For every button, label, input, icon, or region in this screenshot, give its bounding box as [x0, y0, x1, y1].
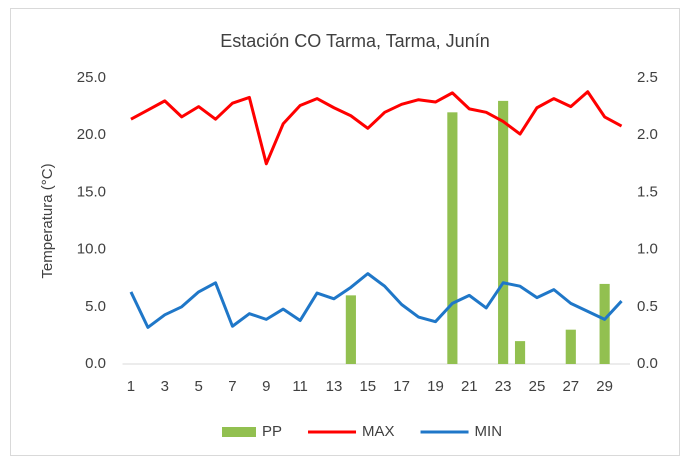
x-tick-label: 25	[529, 378, 546, 395]
line	[129, 272, 623, 329]
x-tick-label: 15	[359, 378, 376, 395]
legend-label: MAX	[362, 423, 395, 440]
chart-title: Estación CO Tarma, Tarma, Junín	[220, 31, 489, 51]
y-axis-label: Temperatura (°C)	[39, 163, 56, 278]
y2-tick-label: 1.5	[637, 183, 658, 200]
y2-tick-label: 1.0	[637, 241, 658, 258]
y-tick-label: 25.0	[77, 69, 106, 86]
x-tick-label: 9	[262, 378, 270, 395]
x-tick-label: 27	[562, 378, 579, 395]
x-tick-label: 17	[393, 378, 410, 395]
x-tick-label: 23	[495, 378, 512, 395]
x-tick-label: 11	[292, 378, 308, 395]
chart-frame	[10, 8, 680, 456]
y2-tick-label: 2.5	[637, 69, 658, 86]
x-tick-label: 3	[161, 378, 169, 395]
y-tick-label: 15.0	[77, 183, 106, 200]
x-tick-label: 21	[461, 378, 478, 395]
y2-tick-label: 0.5	[637, 298, 658, 315]
bar	[514, 341, 526, 364]
legend-label: PP	[262, 423, 282, 440]
y-tick-label: 20.0	[77, 126, 106, 143]
y2-tick-label: 2.0	[637, 126, 658, 143]
legend-swatch	[222, 427, 256, 437]
x-tick-label: 7	[228, 378, 236, 395]
y-tick-label: 0.0	[85, 355, 106, 372]
bar	[498, 100, 509, 364]
y-tick-label: 5.0	[85, 298, 106, 315]
x-tick-label: 13	[326, 378, 343, 395]
x-tick-label: 19	[427, 378, 444, 395]
bar	[599, 283, 610, 364]
x-tick-label: 5	[194, 378, 202, 395]
y-tick-label: 10.0	[77, 241, 106, 258]
y2-tick-label: 0.0	[637, 355, 658, 372]
bar	[565, 329, 576, 364]
legend-label: MIN	[475, 423, 503, 440]
x-tick-label: 29	[596, 378, 613, 395]
x-tick-label: 1	[127, 378, 135, 395]
line	[130, 90, 623, 166]
bar	[447, 112, 458, 364]
bar	[345, 295, 356, 364]
